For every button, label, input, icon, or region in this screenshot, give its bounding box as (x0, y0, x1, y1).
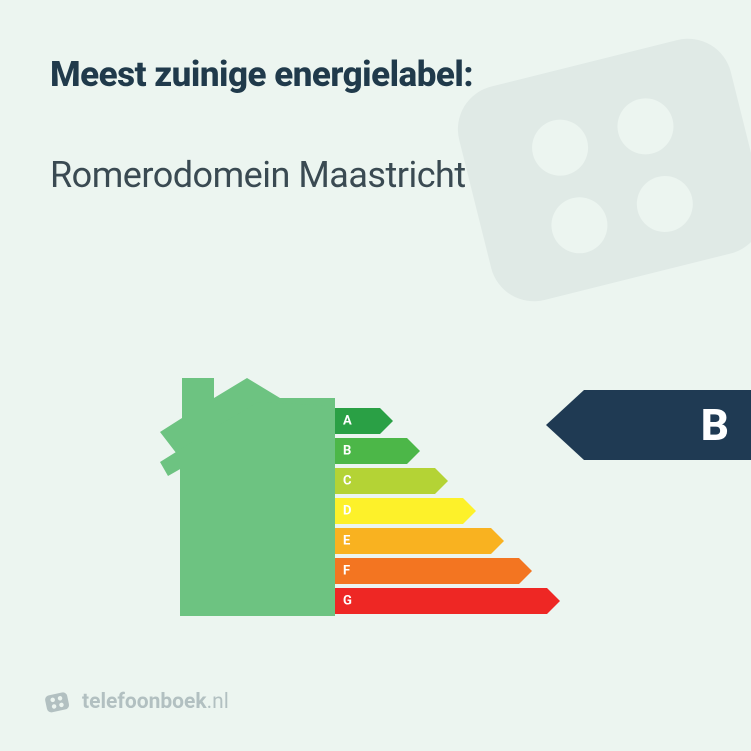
page-title: Meest zuinige energielabel: (50, 54, 701, 96)
rating-indicator: B (546, 390, 751, 460)
location-name: Romerodomein Maastricht (50, 154, 701, 196)
rating-letter: B (701, 399, 729, 451)
energy-bar-label: D (343, 504, 351, 519)
energy-bar-label: F (343, 564, 350, 579)
energy-bar-label: E (343, 534, 350, 549)
energy-bar-label: G (343, 594, 352, 609)
energy-bar-label: C (343, 474, 352, 489)
energy-bar-label: A (343, 414, 352, 429)
footer: telefoonboek.nl (42, 687, 229, 717)
energy-label-card: Meest zuinige energielabel: Romerodomein… (0, 0, 751, 751)
house-icon (160, 378, 335, 616)
energy-bar-label: B (343, 444, 351, 459)
brand-logo-icon (42, 687, 72, 717)
energy-chart: ABCDEFG B (160, 378, 751, 638)
brand-name: telefoonboek.nl (82, 690, 229, 714)
